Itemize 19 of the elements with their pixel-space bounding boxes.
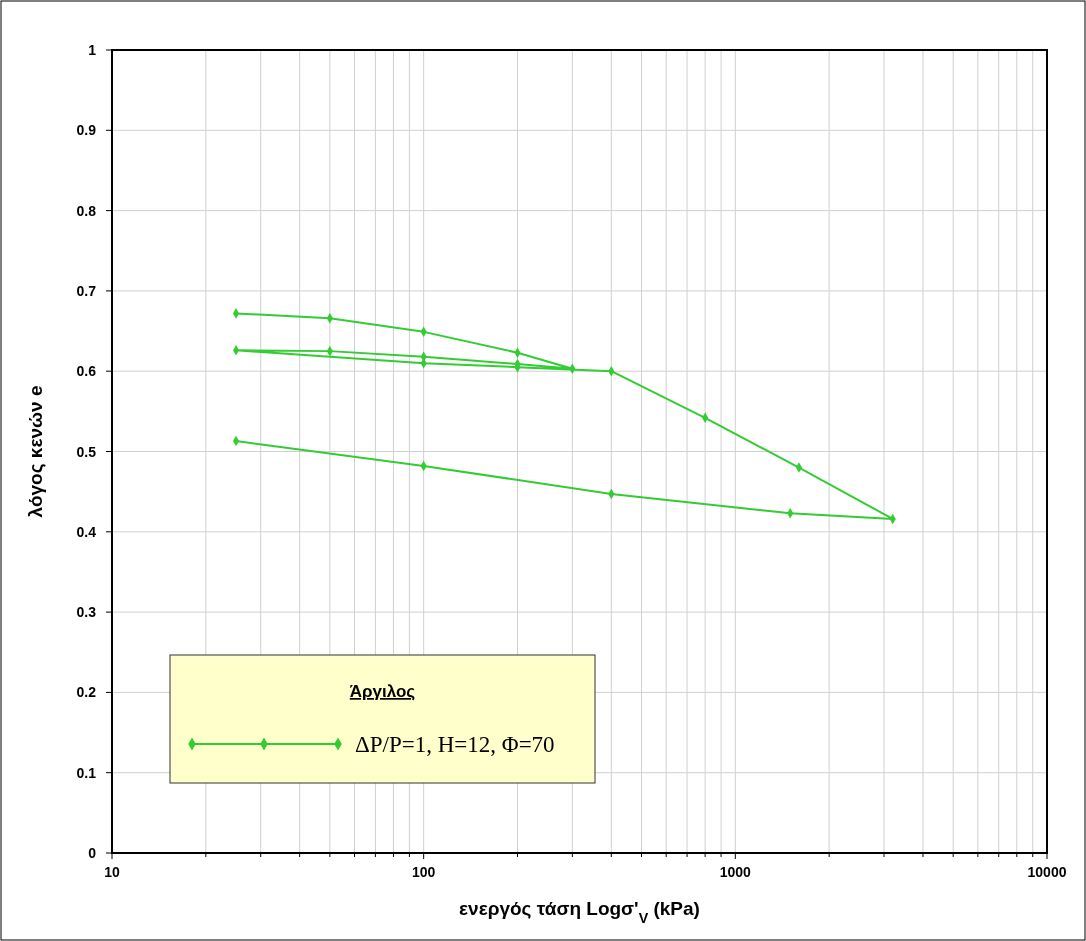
- legend-label: ΔP/P=1, H=12, Φ=70: [355, 732, 555, 757]
- y-tick-label: 0.9: [76, 122, 97, 139]
- y-tick-label: 0.7: [76, 282, 97, 299]
- x-tick-label: 10: [104, 864, 120, 880]
- y-tick-label: 0.2: [76, 684, 97, 701]
- y-tick-label: 0.1: [76, 764, 97, 781]
- y-axis-title: λόγος κενών e: [25, 385, 46, 518]
- x-axis-title: ενεργός τάση Logσ'$_{V}$ (kPa): [459, 898, 700, 926]
- x-tick-label: 100: [411, 864, 436, 880]
- y-tick-label: 0.4: [76, 523, 97, 540]
- y-tick-label: 0.3: [76, 604, 97, 621]
- x-tick-label: 1000: [719, 864, 752, 880]
- x-tick-label: 10000: [1027, 864, 1067, 880]
- y-tick-label: 0.8: [76, 202, 97, 219]
- legend-title: Άργιλος: [349, 682, 416, 701]
- y-tick-label: 1: [88, 42, 97, 58]
- y-tick-label: 0.5: [76, 443, 97, 460]
- y-tick-label: 0: [88, 845, 97, 861]
- y-tick-label: 0.6: [76, 363, 97, 380]
